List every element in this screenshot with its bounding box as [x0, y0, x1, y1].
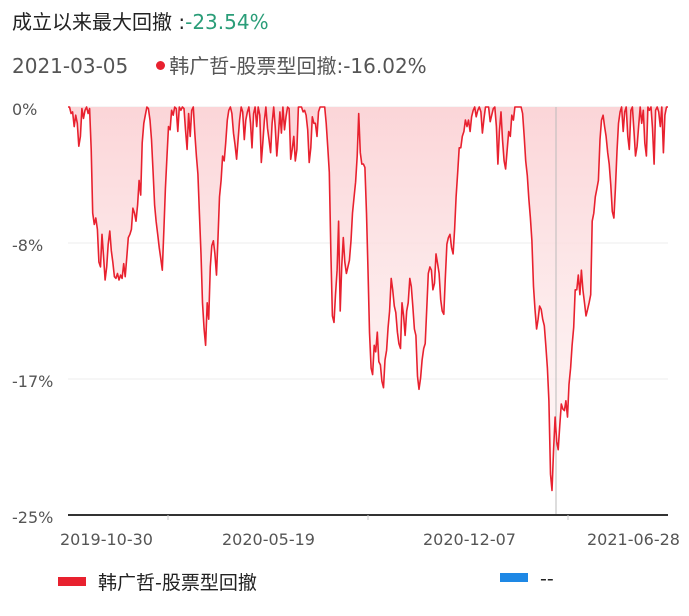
- x-tick-0: 2019-10-30: [60, 530, 153, 549]
- max-drawdown-label: 成立以来最大回撤 :: [12, 10, 186, 34]
- y-tick-0: 0%: [12, 100, 38, 119]
- legend-item-primary[interactable]: 韩广哲-股票型回撤: [58, 568, 257, 595]
- max-drawdown-value: -23.54%: [185, 10, 269, 34]
- tooltip-date: 2021-03-05: [12, 54, 129, 78]
- x-tick-1: 2020-05-19: [222, 530, 315, 549]
- max-drawdown-title: 成立以来最大回撤 :-23.54%: [12, 6, 269, 35]
- y-tick-2: -17%: [12, 372, 54, 391]
- x-tick-2: 2020-12-07: [423, 530, 516, 549]
- drawdown-area: [68, 107, 668, 491]
- legend-swatch-red-icon: [58, 577, 86, 586]
- legend-swatch-blue-icon: [500, 573, 528, 582]
- drawdown-line: [68, 106, 668, 492]
- x-tick-3: 2021-06-28: [587, 530, 680, 549]
- y-tick-1: -8%: [12, 236, 44, 255]
- series-dot-icon: [156, 61, 166, 70]
- legend-label-secondary: --: [540, 568, 554, 590]
- crosshair-tooltip: 2021-03-05 韩广哲-股票型回撤:-16.02%: [12, 50, 427, 79]
- y-tick-3: -25%: [12, 508, 54, 527]
- x-axis: [68, 514, 668, 520]
- legend-item-secondary[interactable]: --: [500, 568, 554, 590]
- tooltip-series-label: 韩广哲-股票型回撤:: [169, 54, 344, 78]
- tooltip-series-value: -16.02%: [343, 54, 427, 78]
- legend-label-primary: 韩广哲-股票型回撤: [98, 572, 257, 594]
